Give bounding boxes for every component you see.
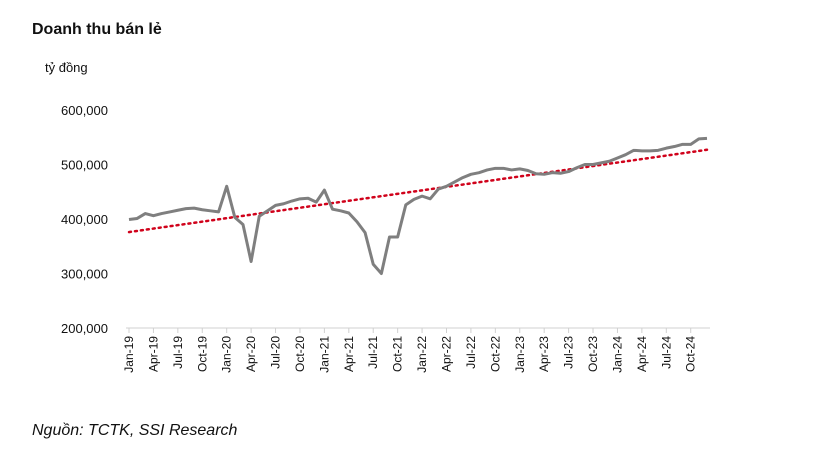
x-tick-label: Jul-24 [659, 336, 673, 369]
x-tick-label: Jul-19 [171, 336, 185, 369]
x-tick-label: Jul-21 [366, 336, 380, 369]
x-tick-label: Apr-22 [439, 336, 453, 372]
x-tick-label: Jan-22 [415, 336, 429, 373]
x-tick-label: Jan-19 [122, 336, 136, 373]
x-tick-label: Jul-22 [464, 336, 478, 369]
x-tick-label: Oct-22 [488, 336, 502, 372]
x-tick-label: Jul-23 [562, 336, 576, 369]
x-tick-label: Jan-20 [220, 336, 234, 373]
y-tick-label: 500,000 [61, 158, 108, 173]
source-note: Nguồn: TCTK, SSI Research [32, 422, 238, 439]
x-tick-label: Oct-19 [195, 336, 209, 372]
x-tick-label: Apr-21 [342, 336, 356, 372]
x-tick-label: Jan-21 [317, 336, 331, 373]
x-tick-label: Jul-20 [269, 336, 283, 369]
x-tick-label: Jan-23 [513, 336, 527, 373]
x-tick-label: Jan-24 [610, 336, 624, 373]
x-tick-label: Oct-21 [391, 336, 405, 372]
x-tick-label: Apr-24 [635, 336, 649, 372]
revenue-line [128, 136, 708, 275]
x-tick-label: Apr-20 [244, 336, 258, 372]
x-tick-label: Apr-19 [146, 336, 160, 372]
y-tick-label: 300,000 [61, 267, 108, 282]
y-tick-label: 200,000 [61, 321, 108, 336]
y-tick-label: 600,000 [61, 103, 108, 118]
trend-line [127, 148, 709, 234]
x-tick-label: Oct-20 [293, 336, 307, 372]
x-tick-label: Oct-23 [586, 336, 600, 372]
x-tick-label: Apr-23 [537, 336, 551, 372]
chart-title: Doanh thu bán lẻ [32, 21, 162, 38]
y-tick-label: 400,000 [61, 212, 108, 227]
x-tick-label: Oct-24 [684, 336, 698, 372]
y-axis-unit: tỷ đồng [45, 60, 88, 75]
